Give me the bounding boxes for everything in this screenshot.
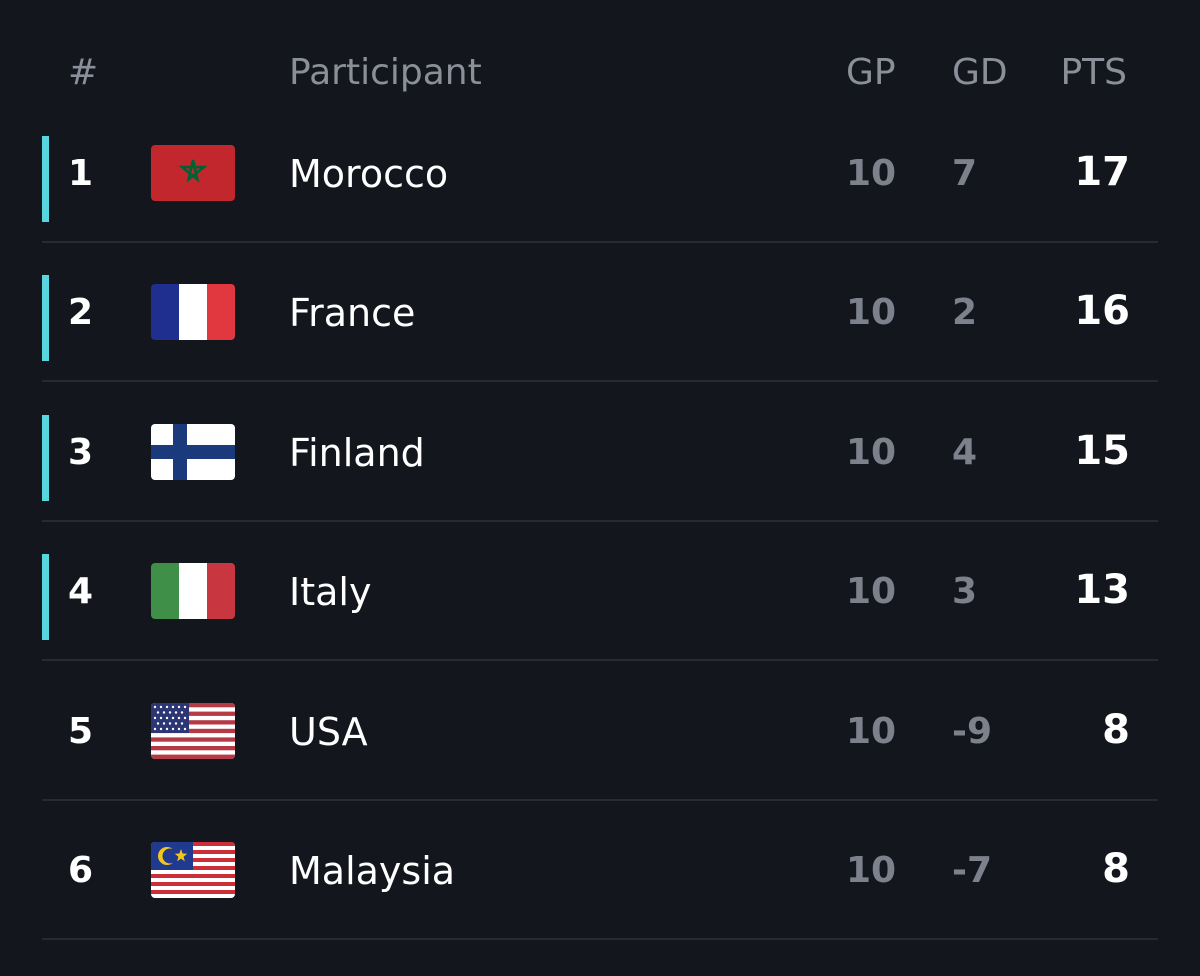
malaysia-flag-icon [151, 842, 235, 898]
italy-flag-icon [151, 563, 235, 619]
goal-difference-cell: -7 [952, 850, 992, 891]
team-name[interactable]: Italy [289, 570, 372, 614]
goal-difference-cell: 2 [952, 292, 978, 333]
table-row[interactable]: 5 USA 10 - [42, 662, 1158, 801]
team-name[interactable]: Finland [289, 431, 425, 475]
goal-difference-cell: -9 [952, 711, 992, 752]
points-cell: 17 [1074, 149, 1130, 195]
team-name[interactable]: USA [289, 710, 368, 754]
games-played-column-header[interactable]: GP [846, 52, 896, 93]
table-row[interactable]: 4 Italy 10 3 13 [42, 522, 1158, 661]
usa-flag-icon [151, 703, 235, 759]
points-cell: 8 [1102, 707, 1130, 753]
games-played-cell: 10 [846, 153, 897, 194]
finland-flag-icon [151, 424, 235, 480]
qualification-indicator [42, 275, 49, 361]
team-name[interactable]: France [289, 291, 416, 335]
table-row[interactable]: 2 France 10 2 16 [42, 243, 1158, 382]
games-played-cell: 10 [846, 432, 897, 473]
qualification-indicator [42, 136, 49, 222]
points-cell: 13 [1074, 567, 1130, 613]
points-cell: 15 [1074, 428, 1130, 474]
rank-column-header[interactable]: # [68, 52, 99, 93]
participant-column-header[interactable]: Participant [289, 52, 482, 93]
morocco-flag-icon [151, 145, 235, 201]
games-played-cell: 10 [846, 850, 897, 891]
qualification-indicator [42, 554, 49, 640]
france-flag-icon [151, 284, 235, 340]
rank-cell: 3 [68, 432, 94, 473]
rank-cell: 5 [68, 711, 94, 752]
goal-difference-column-header[interactable]: GD [952, 52, 1008, 93]
games-played-cell: 10 [846, 711, 897, 752]
points-cell: 8 [1102, 846, 1130, 892]
table-row[interactable]: 3 Finland 10 4 15 [42, 383, 1158, 522]
points-cell: 16 [1074, 288, 1130, 334]
table-row[interactable]: 1 Morocco 10 7 17 [42, 104, 1158, 243]
rank-cell: 4 [68, 571, 94, 612]
table-row[interactable]: 6 Malaysia 10 -7 8 [42, 801, 1158, 940]
rank-cell: 2 [68, 292, 94, 333]
goal-difference-cell: 3 [952, 571, 978, 612]
games-played-cell: 10 [846, 292, 897, 333]
team-name[interactable]: Morocco [289, 152, 449, 196]
team-name[interactable]: Malaysia [289, 849, 456, 893]
goal-difference-cell: 7 [952, 153, 978, 194]
rank-cell: 1 [68, 153, 94, 194]
games-played-cell: 10 [846, 571, 897, 612]
rank-cell: 6 [68, 850, 94, 891]
points-column-header[interactable]: PTS [1060, 52, 1127, 93]
goal-difference-cell: 4 [952, 432, 978, 473]
qualification-indicator [42, 415, 49, 501]
